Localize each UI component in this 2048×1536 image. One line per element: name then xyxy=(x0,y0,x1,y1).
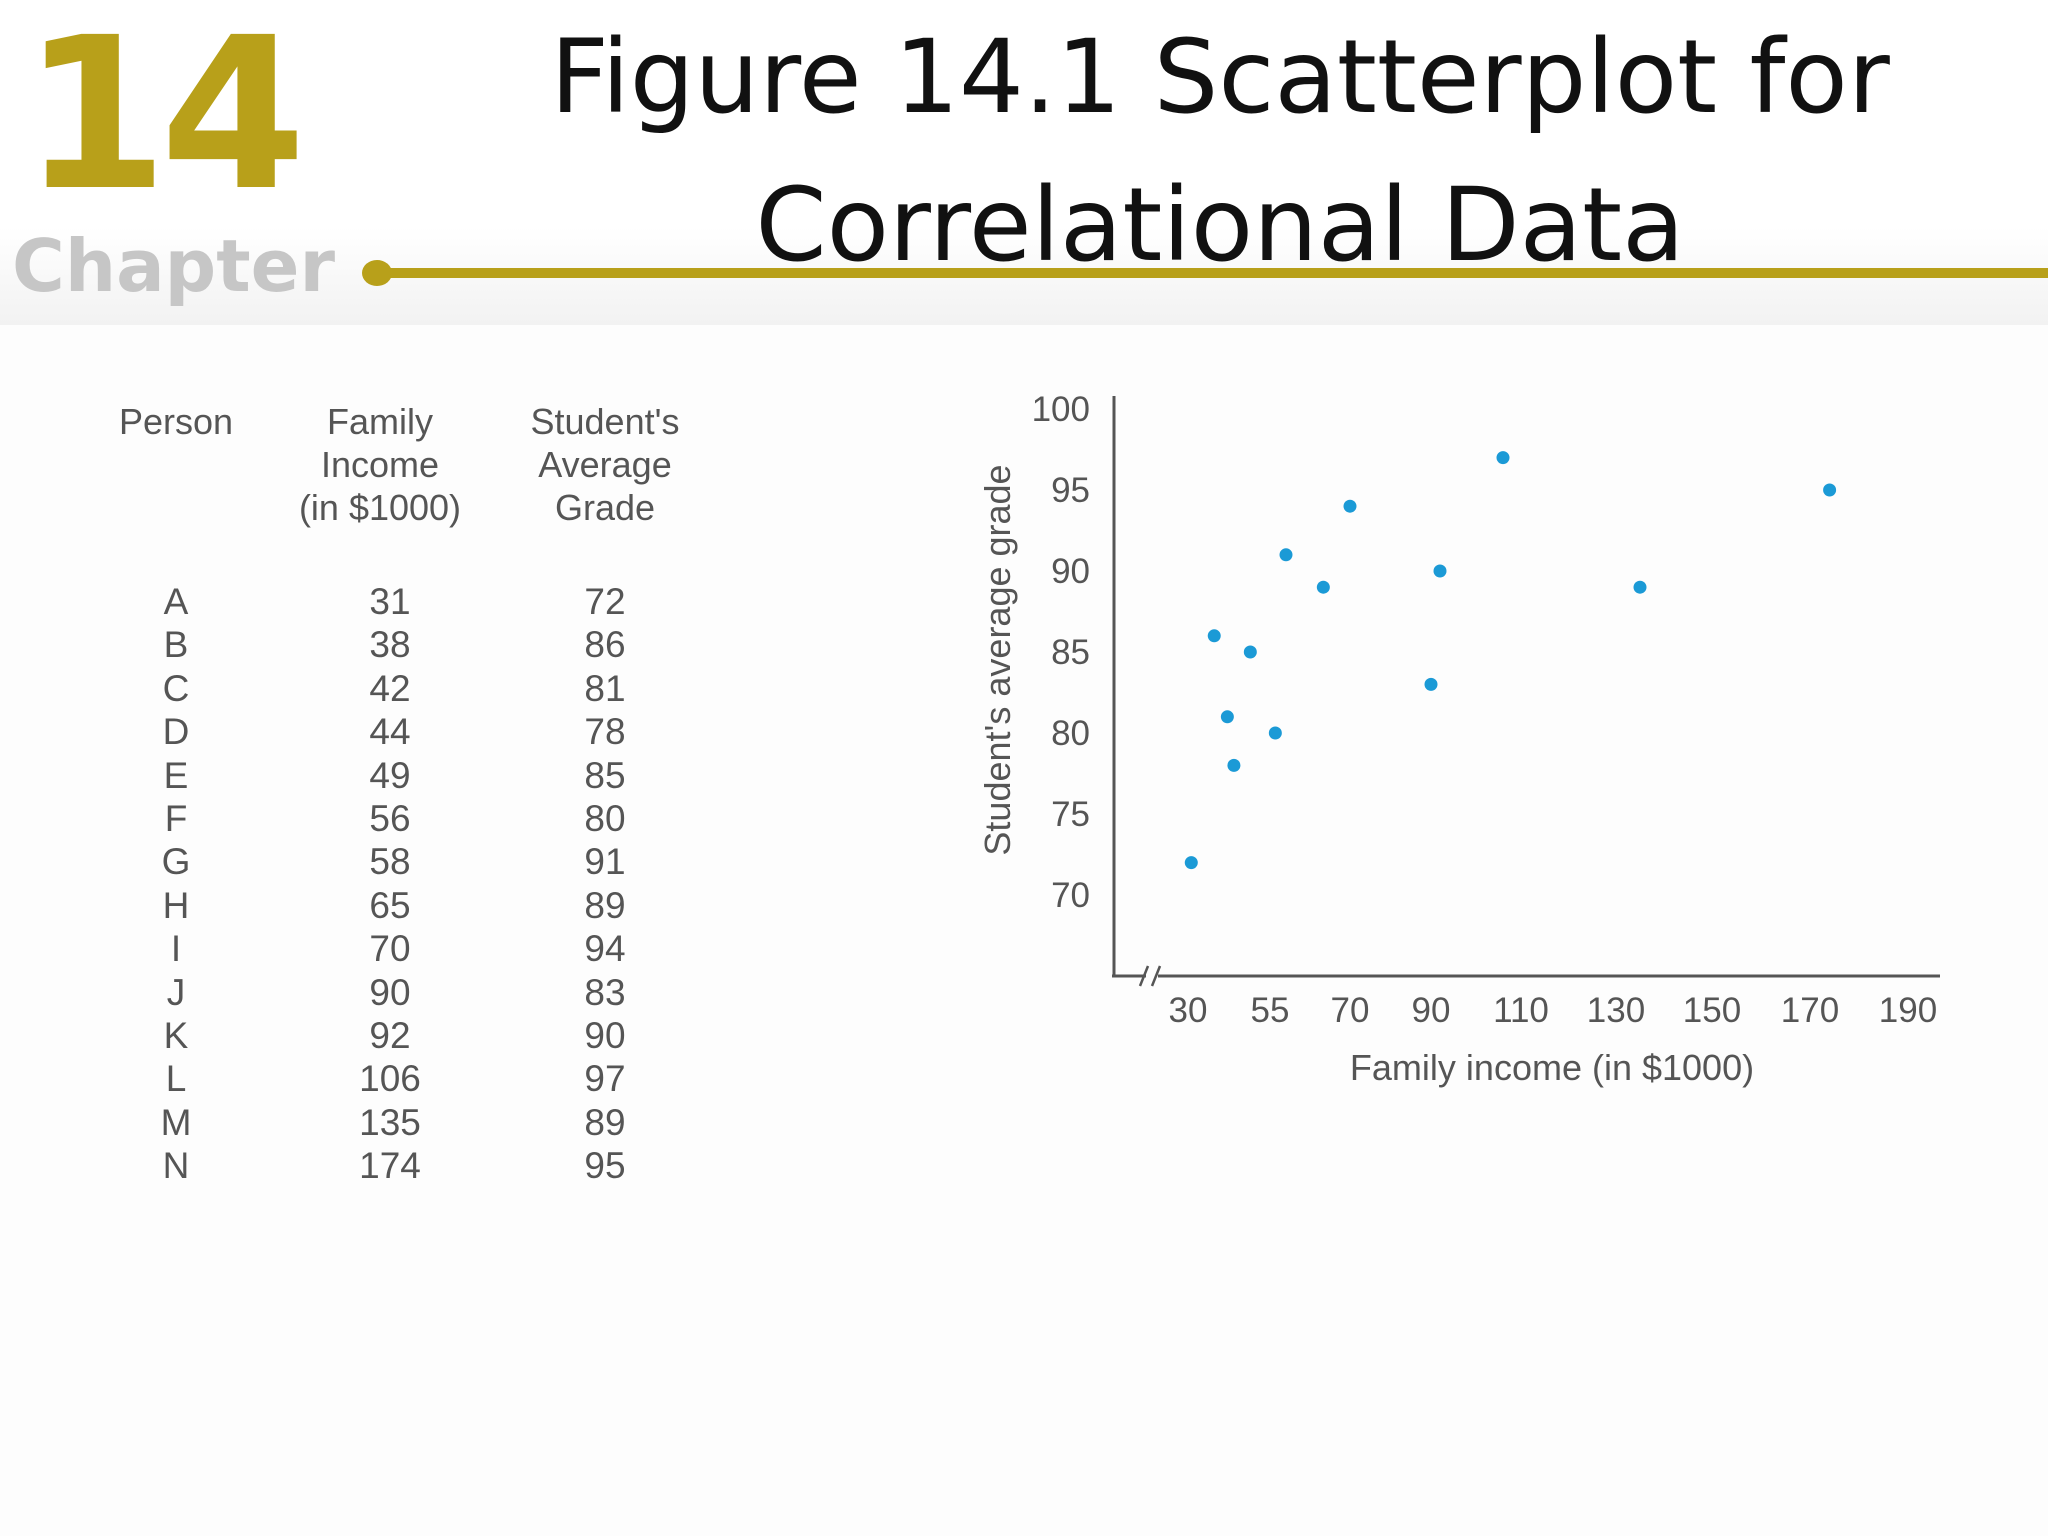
title-rule xyxy=(378,268,2048,278)
x-tick-label-55: 55 xyxy=(1251,991,1290,1030)
table-cell-r7-c2: 89 xyxy=(584,884,626,926)
data-point-C xyxy=(1220,710,1234,724)
data-point-F xyxy=(1268,726,1282,740)
y-tick-label-95: 95 xyxy=(1051,471,1090,510)
table-cell-r0-c2: 72 xyxy=(584,581,626,622)
data-point-D xyxy=(1227,758,1241,772)
y-tick-label-75: 75 xyxy=(1051,795,1090,834)
table-cell-r7-c0: H xyxy=(162,884,190,926)
x-tick-label-130: 130 xyxy=(1587,991,1645,1030)
table-cell-r5-c0: F xyxy=(164,798,188,839)
table-cell-r1-c1: 38 xyxy=(369,624,411,666)
x-tick-label-70: 70 xyxy=(1331,991,1370,1030)
table-header-1: Family Income (in $1000) xyxy=(298,401,462,528)
table-cell-r4-c0: E xyxy=(163,754,189,796)
table-cell-r2-c2: 81 xyxy=(584,667,626,709)
table-cell-r12-c0: M xyxy=(160,1101,192,1143)
table-cell-r2-c1: 42 xyxy=(369,667,411,709)
table-cell-r0-c1: 31 xyxy=(369,581,411,622)
axis-break-mark-1 xyxy=(1138,965,1150,987)
slide-title-line-1: Figure 14.1 Scatterplot for xyxy=(550,18,1890,137)
table-cell-r8-c2: 94 xyxy=(584,928,626,970)
data-point-M xyxy=(1633,580,1647,594)
table-cell-r8-c0: I xyxy=(170,928,182,970)
table-cell-r11-c1: 106 xyxy=(359,1058,421,1100)
table-cell-r4-c2: 85 xyxy=(584,754,626,796)
data-point-K xyxy=(1433,564,1447,578)
x-tick-label-30: 30 xyxy=(1169,991,1208,1030)
chapter-label: Chapter xyxy=(12,224,335,308)
table-cell-r0-c0: A xyxy=(163,581,189,622)
table-cell-r13-c1: 174 xyxy=(359,1145,421,1187)
table-cell-r1-c2: 86 xyxy=(584,624,626,666)
data-point-E xyxy=(1243,645,1257,659)
table-cell-r6-c2: 91 xyxy=(584,841,626,883)
table-header-2: Student's Average Grade xyxy=(530,401,680,528)
slide-title-line-2: Correlational Data xyxy=(755,166,1685,285)
data-point-L xyxy=(1496,451,1510,465)
table-cell-r13-c2: 95 xyxy=(584,1145,626,1187)
table-cell-r11-c2: 97 xyxy=(584,1058,626,1100)
x-tick-label-190: 190 xyxy=(1879,991,1937,1030)
data-point-G xyxy=(1279,548,1293,562)
data-point-I xyxy=(1343,499,1357,513)
table-cell-r12-c1: 135 xyxy=(359,1101,421,1143)
table-cell-r10-c1: 92 xyxy=(369,1015,411,1056)
data-point-H xyxy=(1316,580,1330,594)
table-cell-r9-c0: J xyxy=(166,971,186,1013)
x-tick-label-150: 150 xyxy=(1683,991,1741,1030)
table-cell-r10-c2: 90 xyxy=(584,1015,626,1056)
y-tick-label-90: 90 xyxy=(1051,552,1090,591)
table-header-0: Person xyxy=(118,401,234,442)
slide-title: Figure 14.1 Scatterplot for Correlationa… xyxy=(480,4,1960,300)
table-cell-r3-c0: D xyxy=(162,711,190,753)
table-cell-r12-c2: 89 xyxy=(584,1101,626,1143)
table-cell-r13-c0: N xyxy=(162,1145,190,1187)
table-cell-r10-c0: K xyxy=(163,1015,189,1056)
x-tick-label-110: 110 xyxy=(1493,991,1549,1030)
x-tick-label-170: 170 xyxy=(1781,991,1839,1030)
table-cell-r9-c2: 83 xyxy=(584,971,626,1013)
data-point-N xyxy=(1823,483,1837,497)
table-cell-r2-c0: C xyxy=(162,667,190,709)
data-point-B xyxy=(1207,629,1221,643)
table-cell-r5-c2: 80 xyxy=(584,798,626,839)
table-cell-r5-c1: 56 xyxy=(369,798,411,839)
table-cell-r7-c1: 65 xyxy=(369,884,411,926)
table-cell-r1-c0: B xyxy=(163,624,189,666)
y-tick-label-100: 100 xyxy=(1032,390,1090,429)
table-cell-r8-c1: 70 xyxy=(369,928,411,970)
table-cell-r4-c1: 49 xyxy=(369,754,411,796)
data-point-J xyxy=(1424,677,1438,691)
table-cell-r6-c0: G xyxy=(161,841,191,883)
table-cell-r3-c1: 44 xyxy=(369,711,411,753)
table-cell-r6-c1: 58 xyxy=(369,841,411,883)
y-axis-title: Student's average grade xyxy=(977,464,1018,855)
table-cell-r9-c1: 90 xyxy=(369,971,411,1013)
y-tick-label-80: 80 xyxy=(1051,714,1090,753)
y-tick-label-85: 85 xyxy=(1051,633,1090,672)
axis-break-mark-2 xyxy=(1150,965,1162,987)
x-axis-title: Family income (in $1000) xyxy=(1350,1047,1754,1088)
y-tick-label-70: 70 xyxy=(1051,876,1090,915)
chapter-number: 14 xyxy=(22,0,306,237)
data-point-A xyxy=(1184,856,1198,870)
table-cell-r3-c2: 78 xyxy=(584,711,626,753)
table-cell-r11-c0: L xyxy=(165,1058,187,1100)
x-tick-label-90: 90 xyxy=(1412,991,1451,1030)
